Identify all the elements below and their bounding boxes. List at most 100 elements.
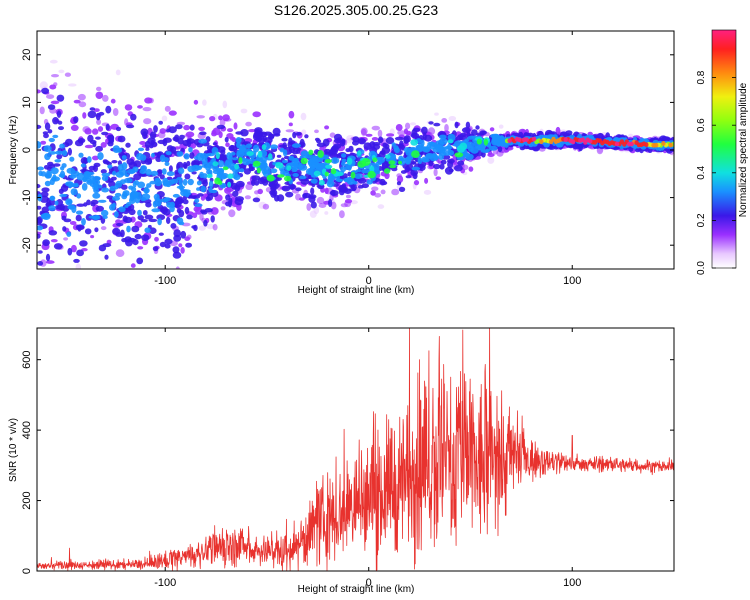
spectral-blob xyxy=(102,159,108,164)
spectral-blob xyxy=(210,207,219,215)
spectral-blob xyxy=(302,193,308,199)
spectral-blob xyxy=(137,105,143,109)
spectral-blob xyxy=(126,225,131,233)
y-tick-label: 200 xyxy=(21,491,33,509)
spectral-blob xyxy=(131,186,137,193)
spectral-blob xyxy=(75,214,82,222)
spectral-blob xyxy=(377,136,384,144)
spectral-blob xyxy=(423,189,432,195)
spectral-blob xyxy=(37,205,42,210)
spectral-blob xyxy=(82,112,87,119)
spectral-blob xyxy=(377,204,385,209)
spectral-blob xyxy=(212,161,219,167)
spectral-blob xyxy=(77,93,86,101)
spectral-blob xyxy=(318,179,325,186)
spectral-blob xyxy=(365,133,373,137)
spectral-blob xyxy=(295,187,302,192)
spectral-blob xyxy=(37,166,44,171)
spectral-blob xyxy=(168,165,173,173)
spectral-blob xyxy=(555,126,561,135)
spectral-blob xyxy=(61,215,67,221)
spectral-blob xyxy=(661,141,666,146)
spectral-blob xyxy=(434,112,439,116)
spectral-blob xyxy=(197,193,204,197)
spectral-blob xyxy=(139,169,147,175)
spectral-blob xyxy=(89,107,96,111)
spectral-blob xyxy=(411,166,421,171)
spectral-blob xyxy=(454,165,463,172)
x-tick-label: 0 xyxy=(366,275,372,287)
y-tick-label: 0 xyxy=(21,147,33,153)
spectral-blob xyxy=(305,168,314,175)
spectral-blob xyxy=(465,141,475,149)
spectral-blob xyxy=(144,214,154,220)
spectral-blob xyxy=(476,138,482,145)
spectral-blob xyxy=(245,183,253,190)
spectral-blob xyxy=(299,138,305,147)
spectral-blob xyxy=(125,142,131,148)
spectral-blob xyxy=(330,157,340,164)
x-tick-label: 100 xyxy=(563,577,581,589)
spectral-blob xyxy=(39,293,48,298)
spectral-blob xyxy=(84,128,92,135)
spectral-blob xyxy=(266,174,275,182)
spectral-blob xyxy=(524,137,529,143)
snr-background xyxy=(37,328,674,571)
spectral-blob xyxy=(39,106,45,115)
spectral-blob xyxy=(82,160,88,164)
spectral-blob xyxy=(54,159,62,163)
spectral-blob xyxy=(381,161,389,170)
x-tick-label: -100 xyxy=(154,275,176,287)
spectral-blob xyxy=(442,150,451,156)
spectral-blob xyxy=(134,233,142,240)
spectral-blob xyxy=(227,181,232,188)
spectral-blob xyxy=(86,156,92,163)
spectral-blob xyxy=(47,129,53,134)
spectral-blob xyxy=(50,100,60,105)
spectral-blob xyxy=(164,238,173,245)
spectral-blob xyxy=(101,209,109,217)
spectral-blob xyxy=(108,283,116,287)
spectral-blob xyxy=(148,218,158,223)
spectral-blob xyxy=(497,146,503,153)
spectral-blob xyxy=(341,153,347,158)
spectral-blob xyxy=(113,184,119,190)
spectral-blob xyxy=(634,140,639,146)
spectral-blob xyxy=(295,132,302,136)
spectral-blob xyxy=(196,180,202,186)
spectral-blob xyxy=(254,180,260,186)
spectral-blob xyxy=(218,115,223,121)
spectral-blob xyxy=(69,221,77,225)
spectral-blob xyxy=(148,227,157,234)
spectral-blob xyxy=(183,163,188,169)
spectral-blob xyxy=(324,159,332,164)
spectral-blob xyxy=(80,163,86,168)
spectral-blob xyxy=(429,142,437,150)
spectral-blob xyxy=(444,166,454,175)
spectral-blob xyxy=(531,136,537,142)
spectral-blob xyxy=(106,195,114,200)
spectral-blob xyxy=(94,184,103,189)
spectral-blob xyxy=(132,166,139,173)
spectral-blob xyxy=(435,176,442,180)
spectral-blob xyxy=(353,173,363,180)
spectral-blob xyxy=(164,161,170,166)
snr-series-line xyxy=(37,328,674,571)
spectral-blob xyxy=(345,194,351,199)
spectral-blob xyxy=(123,216,133,224)
spectral-blob xyxy=(324,125,330,130)
spectral-blob xyxy=(145,168,152,176)
spectral-blob xyxy=(397,130,406,136)
spectral-blob xyxy=(52,117,59,125)
spectral-blob xyxy=(318,203,327,208)
spectral-blob xyxy=(92,192,101,199)
spectral-blob xyxy=(195,165,204,169)
x-tick-label: 100 xyxy=(563,275,581,287)
spectral-blob xyxy=(194,198,200,204)
spectral-blob xyxy=(370,190,376,196)
spectral-blob xyxy=(268,153,273,160)
spectral-blob xyxy=(578,138,583,143)
spectral-blob xyxy=(198,225,206,231)
spectral-blob xyxy=(327,177,332,185)
spectral-blob xyxy=(245,143,253,149)
